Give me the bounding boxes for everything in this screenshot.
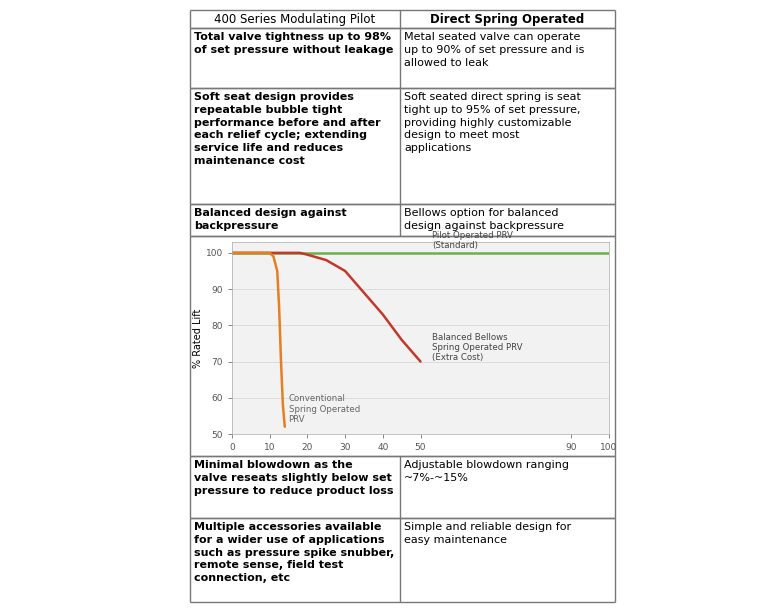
Text: Adjustable blowdown ranging
~7%-~15%: Adjustable blowdown ranging ~7%-~15%	[404, 460, 569, 483]
Text: Metal seated valve can operate
up to 90% of set pressure and is
allowed to leak: Metal seated valve can operate up to 90%…	[404, 32, 584, 68]
Text: Pilot Operated PRV
(Standard): Pilot Operated PRV (Standard)	[432, 230, 513, 250]
Text: Balanced design against
backpressure: Balanced design against backpressure	[194, 208, 346, 231]
Text: Soft seat design provides
repeatable bubble tight
performance before and after
e: Soft seat design provides repeatable bub…	[194, 92, 380, 166]
Text: Direct Spring Operated: Direct Spring Operated	[430, 12, 584, 26]
Y-axis label: % Rated Lift: % Rated Lift	[193, 309, 203, 368]
Text: Minimal blowdown as the
valve reseats slightly below set
pressure to reduce prod: Minimal blowdown as the valve reseats sl…	[194, 460, 393, 496]
Text: Bellows option for balanced
design against backpressure: Bellows option for balanced design again…	[404, 208, 564, 231]
Text: 400 Series Modulating Pilot: 400 Series Modulating Pilot	[214, 12, 376, 26]
Text: Simple and reliable design for
easy maintenance: Simple and reliable design for easy main…	[404, 522, 571, 545]
Text: Balanced Bellows
Spring Operated PRV
(Extra Cost): Balanced Bellows Spring Operated PRV (Ex…	[432, 332, 522, 362]
Text: Multiple accessories available
for a wider use of applications
such as pressure : Multiple accessories available for a wid…	[194, 522, 394, 584]
Text: Soft seated direct spring is seat
tight up to 95% of set pressure,
providing hig: Soft seated direct spring is seat tight …	[404, 92, 581, 153]
Text: Conventional
Spring Operated
PRV: Conventional Spring Operated PRV	[289, 394, 360, 424]
Text: Total valve tightness up to 98%
of set pressure without leakage: Total valve tightness up to 98% of set p…	[194, 32, 393, 55]
